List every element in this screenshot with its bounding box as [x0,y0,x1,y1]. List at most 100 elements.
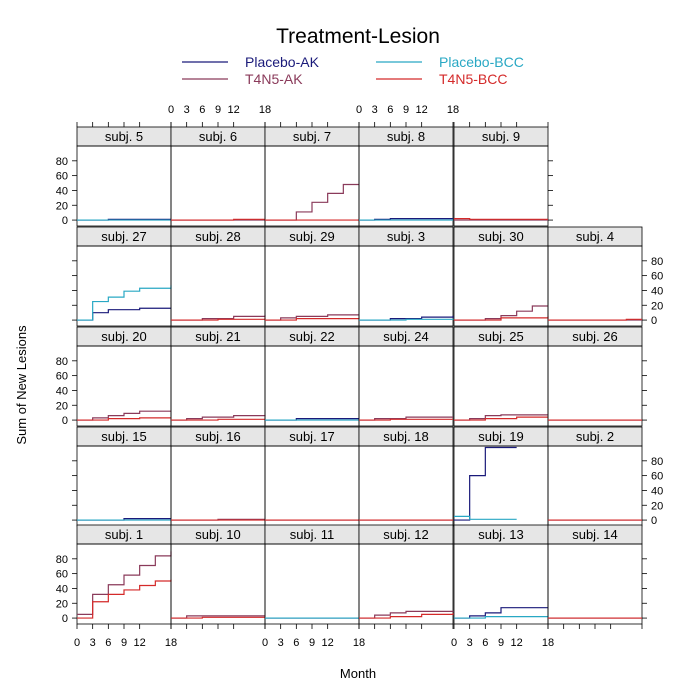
panel: subj. 11 [264,524,360,625]
y-tick-label: 80 [651,256,663,268]
panel: subj. 14 [547,524,643,625]
panel: subj. 9 [453,126,549,227]
series-line [454,217,548,220]
panel-strip-label: subj. 25 [478,329,524,344]
legend: Placebo-AK Placebo-BCC T4N5-AK T4N5-BCC [182,54,524,87]
series-line [265,317,360,321]
x-tick-label: 6 [387,104,393,116]
panel-plot-area [76,445,172,527]
y-tick-label: 0 [651,315,657,327]
series-line [171,616,265,619]
axes: 0204060800204060800204060800204060800204… [56,104,664,649]
series-line [548,318,642,321]
panel: subj. 18 [358,426,454,527]
panel: subj. 3 [358,226,454,327]
series-line [77,551,172,615]
x-tick-label: 12 [511,637,523,649]
panel-plot-area [264,445,360,527]
y-tick-label: 0 [62,613,68,625]
x-tick-label: 9 [403,104,409,116]
y-axis-label: Sum of New Lesions [14,325,29,445]
series-line [77,579,172,619]
panel-strip-label: subj. 9 [482,129,520,144]
x-tick-label: 0 [262,637,268,649]
x-tick-label: 0 [74,637,80,649]
x-tick-label: 6 [105,637,111,649]
panel-strip-label: subj. 4 [576,229,614,244]
panel-strip-label: subj. 15 [101,429,147,444]
panel: subj. 24 [358,326,454,427]
panel: subj. 5 [76,126,172,227]
panel: subj. 17 [264,426,360,527]
series-line [359,318,454,321]
panel-strip-label: subj. 8 [387,129,425,144]
panel-plot-area [547,345,643,427]
x-tick-label: 12 [134,637,146,649]
panel-plot-area [358,245,454,327]
panel-plot-area [170,345,266,427]
panel: subj. 28 [170,226,266,327]
x-tick-label: 3 [184,104,190,116]
panel: subj. 4 [547,226,643,327]
panel-plot-area [76,245,172,327]
panel-plot-area [170,245,266,327]
x-tick-label: 9 [498,637,504,649]
panel: subj. 8 [358,126,454,227]
panel: subj. 10 [170,524,266,625]
x-tick-label: 0 [356,104,362,116]
panel-strip-label: subj. 12 [383,527,429,542]
x-tick-label: 18 [542,637,554,649]
y-tick-label: 60 [56,171,68,183]
y-tick-label: 80 [56,356,68,368]
y-tick-label: 40 [651,285,663,297]
panel: subj. 7 [264,126,360,227]
panel-strip-label: subj. 19 [478,429,524,444]
x-tick-label: 12 [416,104,428,116]
x-tick-label: 18 [259,104,271,116]
panel-strip-label: subj. 30 [478,229,524,244]
panel-grid: subj. 5 subj. 6 subj. 7 subj. 8 subj. 9 subj.… [76,126,643,625]
panel-plot-area [547,543,643,625]
legend-item: Placebo-BCC [376,54,524,70]
x-tick-label: 12 [322,637,334,649]
panel-strip-label: subj. 7 [293,129,331,144]
panel: subj. 30 [453,226,549,327]
series-line [359,612,454,619]
x-tick-label: 18 [353,637,365,649]
panel-plot-area [76,145,172,227]
panel-strip-label: subj. 26 [572,329,618,344]
series-line [171,218,265,221]
panel-strip-label: subj. 27 [101,229,147,244]
panel-plot-area [453,145,549,227]
x-tick-label: 18 [165,637,177,649]
panel: subj. 29 [264,226,360,327]
legend-item: Placebo-AK [182,54,320,70]
panel: subj. 21 [170,326,266,427]
panel: subj. 26 [547,326,643,427]
panel-plot-area [547,245,643,327]
panel-strip-label: subj. 14 [572,527,618,542]
y-tick-label: 60 [56,569,68,581]
series-line [77,417,171,421]
series-line [454,615,549,619]
x-tick-label: 6 [482,637,488,649]
y-tick-label: 20 [56,598,68,610]
panel-strip-label: subj. 2 [576,429,614,444]
x-tick-label: 18 [447,104,459,116]
panel-plot-area [453,245,549,327]
panel: subj. 6 [170,126,266,227]
y-tick-label: 40 [651,485,663,497]
legend-label: T4N5-AK [245,71,303,87]
panel-plot-area [453,345,549,427]
panel-strip-label: subj. 10 [195,527,241,542]
x-tick-label: 6 [199,104,205,116]
panel: subj. 12 [358,524,454,625]
x-tick-label: 9 [215,104,221,116]
y-tick-label: 60 [651,271,663,283]
panel-strip-label: subj. 6 [199,129,237,144]
y-tick-label: 40 [56,185,68,197]
y-tick-label: 0 [62,415,68,427]
series-line [265,183,359,221]
panel-plot-area [547,445,643,527]
